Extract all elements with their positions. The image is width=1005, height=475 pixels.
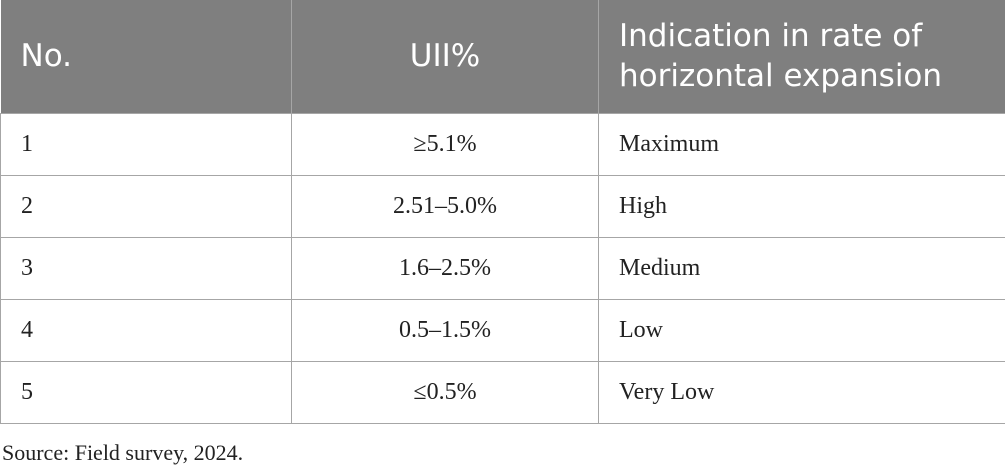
table-row: 2 2.51–5.0% High <box>0 174 1005 238</box>
table-cell: 0.5–1.5% <box>291 298 599 362</box>
data-table: No. UII% Indication in rate of horizontal … <box>0 0 1005 424</box>
table-cell: 5 <box>0 360 292 424</box>
table-cell: 4 <box>0 298 292 362</box>
table-row: 1 ≥5.1% Maximum <box>0 112 1005 176</box>
table-body: 1 ≥5.1% Maximum 2 2.51–5.0% High 3 1.6–2.5% Medi… <box>0 112 1005 424</box>
header-cell: UII% <box>291 0 599 113</box>
table-cell: Medium <box>598 236 1005 300</box>
table-cell: ≤0.5% <box>291 360 599 424</box>
table-cell: 1 <box>0 112 292 176</box>
table-cell: Very Low <box>598 360 1005 424</box>
table-cell: 3 <box>0 236 292 300</box>
table-row: 4 0.5–1.5% Low <box>0 298 1005 362</box>
table-cell: ≥5.1% <box>291 112 599 176</box>
table-cell: 2 <box>0 174 292 238</box>
table-cell: 1.6–2.5% <box>291 236 599 300</box>
table-cell: Low <box>598 298 1005 362</box>
table-cell: 2.51–5.0% <box>291 174 599 238</box>
table-cell: Maximum <box>598 112 1005 176</box>
table-row: 3 1.6–2.5% Medium <box>0 236 1005 300</box>
source-note: Source: Field survey, 2024. <box>2 440 244 465</box>
table-row: 5 ≤0.5% Very Low <box>0 360 1005 424</box>
header-cell: No. <box>0 0 292 113</box>
header-cell: Indication in rate of horizontal expansi… <box>598 0 1005 113</box>
header-row: No. UII% Indication in rate of horizontal … <box>0 0 1005 113</box>
table-cell: High <box>598 174 1005 238</box>
